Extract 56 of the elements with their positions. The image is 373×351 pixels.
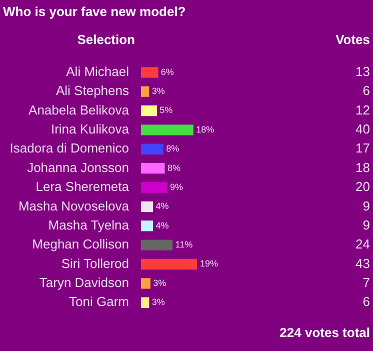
y-tick-label: Ali Michael — [66, 64, 130, 79]
chart-title: Who is your fave new model? — [3, 4, 186, 19]
annotation: 8% — [167, 162, 180, 173]
y-tick-label: Johanna Jonsson — [27, 160, 129, 175]
bar — [141, 105, 157, 116]
y-tick-label: Ali Stephens — [56, 83, 130, 98]
data-label: 6 — [362, 83, 370, 98]
bar — [141, 297, 150, 308]
annotation: 3% — [152, 297, 165, 308]
data-label: 7 — [362, 275, 370, 290]
annotation: 4% — [156, 201, 169, 212]
annotation: 8% — [166, 144, 180, 154]
data-label: 24 — [356, 236, 370, 252]
bar — [141, 162, 165, 174]
data-label: 12 — [356, 102, 370, 118]
annotation: 5% — [160, 105, 173, 116]
data-label: 9 — [362, 217, 370, 232]
y-tick-label: Isadora di Domenico — [10, 140, 129, 156]
bar — [141, 182, 168, 193]
y-tick-label: Masha Novoselova — [18, 198, 130, 214]
bar — [141, 124, 194, 136]
bar — [141, 278, 150, 289]
data-label: 17 — [356, 140, 370, 156]
data-label: 18 — [356, 160, 370, 175]
bar — [141, 258, 197, 270]
bar — [141, 201, 154, 212]
y-tick-label: Toni Garm — [69, 294, 129, 310]
y-tick-label: Masha Tyelna — [48, 217, 130, 232]
bar — [141, 220, 154, 232]
data-label: 13 — [356, 64, 370, 79]
annotation: 6% — [160, 66, 174, 77]
data-label: 43 — [356, 256, 370, 271]
data-label: 20 — [356, 179, 370, 194]
data-label: 40 — [356, 122, 370, 137]
y-tick-label: Siri Tollerod — [61, 256, 129, 271]
data-label: 6 — [362, 294, 370, 310]
bar — [141, 67, 158, 78]
y-tick-label: Taryn Davidson — [39, 275, 129, 290]
y-tick-label: Anabela Belikova — [28, 102, 130, 118]
annotation: 3% — [153, 278, 166, 288]
data-label: 9 — [362, 198, 370, 214]
text: Votes — [336, 32, 370, 47]
y-tick-label: Meghan Collison — [32, 236, 129, 252]
bar — [141, 240, 173, 250]
annotation: 3% — [152, 86, 165, 96]
bar — [141, 86, 150, 97]
y-tick-label: Lera Sheremeta — [36, 179, 130, 194]
y-axis-title: Selection — [77, 32, 135, 47]
annotation: 19% — [200, 258, 218, 269]
y-tick-label: Irina Kulikova — [50, 122, 130, 137]
annotation: 9% — [170, 182, 184, 192]
annotation: 4% — [156, 220, 169, 230]
bar — [141, 144, 164, 154]
text: 224 votes total — [280, 325, 370, 340]
annotation: 11% — [175, 240, 193, 250]
annotation: 18% — [196, 124, 214, 134]
